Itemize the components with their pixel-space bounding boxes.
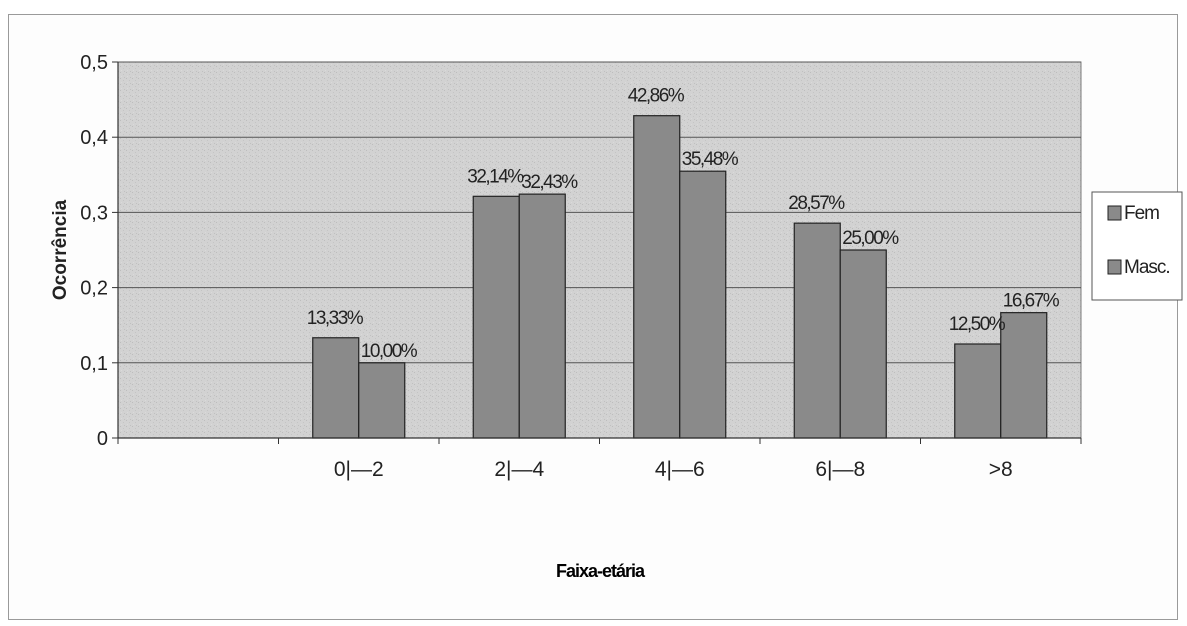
y-tick-label: 0: [97, 428, 108, 450]
data-label: 25,00%: [842, 228, 899, 249]
bar: [518, 193, 566, 439]
bar: [312, 337, 360, 439]
bar: [679, 170, 727, 439]
data-label: 32,43%: [521, 172, 578, 193]
bar: [1000, 312, 1048, 439]
data-label: 16,67%: [1003, 291, 1060, 312]
x-tick-label: 6|—8: [815, 458, 865, 481]
bar: [472, 195, 520, 439]
legend-label: Masc.: [1124, 257, 1170, 278]
x-axis-title: Faixa-etária: [556, 561, 646, 581]
y-axis-title: Ocorrência: [50, 199, 71, 300]
y-tick-label: 0,4: [80, 127, 108, 149]
data-label: 35,48%: [682, 149, 739, 170]
y-tick-label: 0,1: [80, 353, 108, 375]
bar: [793, 222, 841, 439]
bar: [954, 343, 1002, 439]
legend-label: Fem: [1124, 203, 1159, 224]
bar: [633, 115, 681, 439]
y-tick-label: 0,5: [80, 52, 108, 74]
y-tick-label: 0,3: [80, 202, 108, 224]
data-label: 42,86%: [628, 86, 685, 107]
legend-swatch: [1107, 259, 1122, 275]
data-label: 28,57%: [788, 193, 845, 214]
data-label: 10,00%: [361, 341, 418, 362]
y-tick-label: 0,2: [80, 278, 108, 300]
data-label: 32,14%: [467, 166, 524, 187]
x-tick-label: 2|—4: [494, 458, 544, 481]
legend-swatch: [1107, 205, 1122, 221]
x-tick-label: 4|—6: [655, 458, 705, 481]
bar: [839, 249, 887, 439]
legend: Fem Masc.: [1091, 191, 1183, 301]
plot-area: [117, 61, 1082, 439]
x-tick-label: 0|—2: [334, 458, 384, 481]
data-label: 13,33%: [307, 308, 364, 329]
bar: [358, 362, 406, 439]
data-label: 12,50%: [949, 314, 1006, 335]
x-tick-label: >8: [989, 458, 1013, 481]
